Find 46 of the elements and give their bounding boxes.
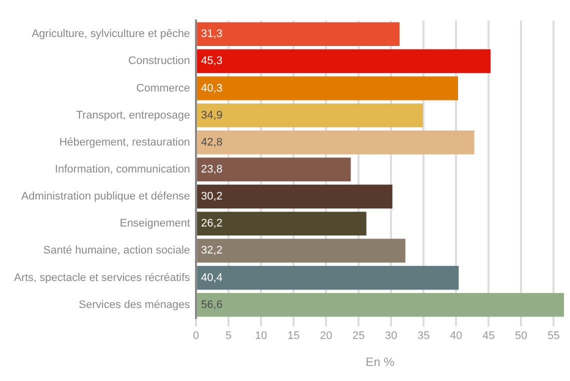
x-tick-label: 45 <box>482 330 495 342</box>
data-label: 45,3 <box>201 55 222 68</box>
bar <box>197 49 491 74</box>
x-tick-label: 55 <box>547 330 560 342</box>
data-label: 30,2 <box>201 190 222 203</box>
y-tick-label: Enseignement <box>120 218 190 230</box>
data-label: 23,8 <box>201 164 222 176</box>
data-label: 32,2 <box>201 244 222 257</box>
y-tick-label: Agriculture, sylviculture et pêche <box>32 28 190 40</box>
bar <box>197 22 400 46</box>
y-tick-label: Information, communication <box>54 164 190 176</box>
bar <box>197 130 474 154</box>
y-tick-label: Hébergement, restauration <box>59 136 190 148</box>
data-label: 40,3 <box>201 82 222 94</box>
x-tick-label: 10 <box>254 330 268 342</box>
x-tick-label: 40 <box>450 330 462 342</box>
data-label: 56,6 <box>201 298 222 311</box>
data-label: 40,4 <box>201 272 222 284</box>
bar <box>197 158 351 182</box>
x-tick-label: 15 <box>287 330 300 342</box>
y-tick-label: Commerce <box>136 82 190 94</box>
x-tick-label: 30 <box>384 330 398 342</box>
y-tick-label: Construction <box>128 55 190 68</box>
y-tick-label: Santé humaine, action sociale <box>43 244 190 257</box>
data-label: 26,2 <box>201 218 222 230</box>
bar <box>197 76 458 100</box>
y-tick-label: Administration publique et défense <box>21 190 190 203</box>
data-label: 42,8 <box>201 136 222 148</box>
x-tick-label: 5 <box>226 330 232 342</box>
bar <box>197 266 459 290</box>
x-tick-label: 0 <box>192 330 200 342</box>
y-tick-label: Transport, entreposage <box>76 109 190 122</box>
x-axis-title: En % <box>366 355 395 370</box>
y-tick-label: Arts, spectacle et services récréatifs <box>14 272 191 284</box>
bar <box>197 103 423 128</box>
x-tick-label: 35 <box>417 330 430 342</box>
data-label: 31,3 <box>201 28 222 40</box>
y-tick-label: Services des ménages <box>78 298 191 311</box>
bar <box>197 292 564 317</box>
x-tick-label: 50 <box>514 330 528 342</box>
bar <box>197 212 366 236</box>
data-label: 34,9 <box>201 109 222 122</box>
bar <box>197 184 392 208</box>
bar <box>197 238 406 263</box>
x-tick-label: 20 <box>320 330 332 342</box>
x-tick-label: 25 <box>352 330 365 342</box>
